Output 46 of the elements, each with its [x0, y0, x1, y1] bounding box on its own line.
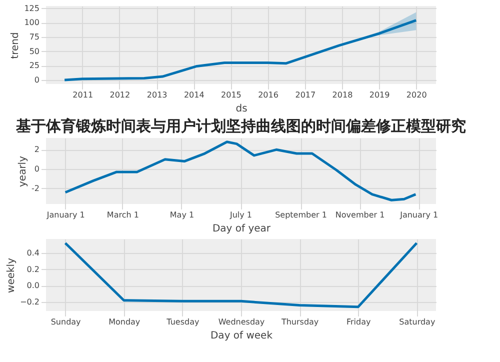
x-tick-label: Thursday: [280, 318, 319, 326]
x-tick-label: Sunday: [50, 318, 82, 326]
y-axis-title: yearly: [18, 156, 29, 188]
x-tick-label: May 1: [170, 210, 194, 220]
x-tick-label: 2013: [146, 90, 168, 100]
x-tick-label: Monday: [108, 318, 140, 326]
x-tick-label: 2019: [369, 90, 390, 100]
y-tick-label: -2: [32, 184, 40, 193]
x-tick-label: Tuesday: [166, 318, 200, 326]
x-tick-label: Wednesday: [218, 318, 265, 326]
x-tick-label: 2016: [258, 90, 278, 100]
y-tick-label: 100: [24, 18, 40, 28]
chart-title: 基于体育锻炼时间表与用户计划坚持曲线图的时间偏差修正模型研究: [15, 117, 466, 135]
x-tick-label: 2018: [332, 90, 353, 100]
y-tick-label: 50: [29, 46, 40, 56]
y-tick-label: 125: [24, 4, 40, 13]
x-tick-label: March 1: [106, 210, 139, 220]
y-tick-label: 0.0: [26, 281, 40, 290]
x-axis-title: Day of year: [212, 224, 272, 234]
y-tick-label: 0.2: [26, 264, 40, 274]
x-tick-label: Saturday: [399, 318, 436, 326]
x-tick-label: 2017: [295, 90, 316, 100]
y-tick-label: −0.2: [20, 298, 40, 306]
x-tick-label: November 1: [335, 210, 385, 220]
x-axis-title: Day of week: [210, 330, 273, 342]
x-tick-label: Friday: [346, 318, 372, 326]
x-tick-label: January 1: [399, 210, 438, 220]
x-tick-label: January 1: [46, 210, 85, 220]
y-tick-label: 75: [29, 32, 40, 42]
x-axis-title: ds: [236, 104, 248, 114]
y-axis-title: weekly: [6, 258, 18, 293]
x-tick-label: 2012: [110, 90, 130, 100]
x-tick-label: 2014: [184, 90, 204, 100]
x-tick-label: July 1: [229, 210, 252, 220]
x-tick-label: September 1: [275, 210, 327, 220]
x-tick-label: 2015: [221, 90, 242, 100]
y-tick-label: 0.4: [26, 248, 40, 258]
line-series: [64, 242, 418, 308]
y-tick-label: 0: [34, 164, 40, 174]
y-axis-title: trend: [10, 32, 22, 59]
line-series: [64, 140, 417, 202]
y-tick-label: 25: [29, 61, 40, 70]
y-tick-label: 0: [34, 75, 40, 84]
x-tick-label: 2020: [406, 90, 427, 100]
y-tick-label: 2: [34, 145, 40, 154]
x-tick-label: 2011: [72, 90, 94, 100]
